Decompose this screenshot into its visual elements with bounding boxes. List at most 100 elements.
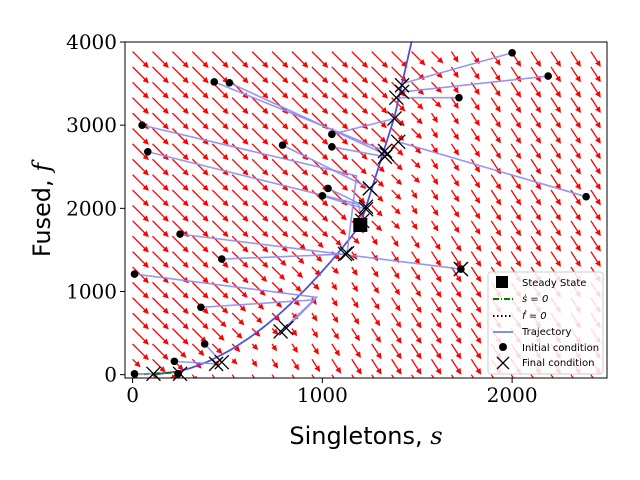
initial-condition-point <box>278 141 287 149</box>
field-arrow <box>371 204 383 217</box>
field-arrow <box>251 281 266 296</box>
initial-condition-point <box>225 78 234 87</box>
field-arrow <box>371 328 381 343</box>
field-arrow <box>530 205 541 221</box>
field-arrow <box>171 204 189 222</box>
field-arrow <box>510 374 515 378</box>
field-arrow <box>550 128 561 144</box>
field-arrow <box>331 158 349 176</box>
field-arrow <box>490 81 501 97</box>
field-arrow <box>410 266 421 281</box>
field-arrow <box>411 174 420 184</box>
field-arrow <box>530 112 541 129</box>
nullcline-curves <box>132 42 413 376</box>
field-arrow <box>450 51 459 63</box>
field-arrow <box>171 81 189 99</box>
field-arrow <box>351 97 369 114</box>
field-arrow <box>371 266 379 278</box>
field-arrow <box>132 174 149 191</box>
final-condition-point <box>214 354 230 370</box>
field-arrow <box>450 235 462 252</box>
field-arrow <box>570 112 581 129</box>
field-arrow <box>152 189 169 207</box>
initial-condition-point <box>130 270 139 278</box>
field-arrow <box>152 97 169 114</box>
y-tick-label: 4000 <box>66 30 117 54</box>
field-arrow <box>490 174 502 190</box>
field-arrow <box>550 81 561 98</box>
y-tick-label: 2000 <box>66 196 117 220</box>
field-arrow <box>410 358 422 375</box>
field-arrow <box>271 112 289 130</box>
field-arrow <box>450 174 460 187</box>
field-arrow <box>550 174 561 190</box>
trajectory-line <box>200 298 317 329</box>
field-arrow <box>430 220 439 232</box>
field-arrow <box>570 97 581 114</box>
field-arrow <box>590 220 601 237</box>
field-arrow <box>490 112 501 128</box>
field-arrow <box>211 66 229 84</box>
field-arrow <box>510 112 522 129</box>
field-arrow <box>510 189 522 206</box>
field-arrow <box>132 128 149 145</box>
field-arrow <box>510 174 522 190</box>
field-arrow <box>132 281 149 299</box>
field-arrow <box>391 235 399 247</box>
field-arrow <box>152 158 169 176</box>
field-arrow <box>450 66 459 78</box>
field-arrow <box>450 189 460 203</box>
field-arrow <box>590 205 601 221</box>
field-arrow <box>351 158 367 175</box>
field-arrow <box>132 343 149 361</box>
field-arrow <box>450 343 462 360</box>
field-arrow <box>191 251 209 268</box>
final-condition-point <box>278 320 294 336</box>
y-tick-label: 1000 <box>66 280 117 304</box>
field-arrow <box>450 374 455 378</box>
field-arrow <box>211 143 229 161</box>
field-arrow <box>291 112 309 130</box>
field-arrow <box>430 174 439 185</box>
trajectory-line <box>174 360 217 365</box>
legend: Steady State ṡ = 0 ḟ = 0 Trajectory Init… <box>487 271 604 375</box>
field-arrow <box>291 97 309 114</box>
final-condition-point <box>358 201 374 217</box>
field-arrow <box>530 66 541 83</box>
field-arrow <box>530 220 541 237</box>
field-arrow <box>171 220 189 238</box>
field-arrow <box>431 66 443 79</box>
field-arrow <box>271 251 287 266</box>
final-condition-point <box>358 199 374 215</box>
field-arrow <box>430 374 435 378</box>
field-arrow <box>291 358 300 371</box>
field-arrow <box>311 97 329 114</box>
initial-condition-point <box>170 357 179 366</box>
field-arrow <box>570 128 581 144</box>
field-arrow <box>450 358 462 375</box>
field-arrow <box>231 281 248 298</box>
field-arrow <box>530 374 535 378</box>
field-arrow <box>291 204 309 222</box>
field-arrow <box>391 51 408 68</box>
field-arrow <box>231 312 245 326</box>
field-arrow <box>570 220 581 237</box>
field-arrow <box>171 128 189 145</box>
field-arrow <box>251 312 263 324</box>
trajectory-line <box>322 195 367 210</box>
field-arrow <box>191 174 209 191</box>
field-arrow <box>152 297 169 315</box>
field-arrow <box>211 174 229 191</box>
field-arrow <box>450 251 462 267</box>
field-arrow <box>191 66 209 84</box>
field-arrow <box>430 128 438 139</box>
initial-condition-point <box>138 121 146 129</box>
field-arrow <box>450 112 459 125</box>
field-arrow <box>590 51 601 67</box>
x-tick-label: 0 <box>126 383 139 407</box>
field-arrow <box>351 297 359 309</box>
field-arrow <box>391 220 400 230</box>
field-arrow <box>331 112 349 130</box>
field-arrow <box>171 97 189 114</box>
field-arrow <box>211 204 229 222</box>
